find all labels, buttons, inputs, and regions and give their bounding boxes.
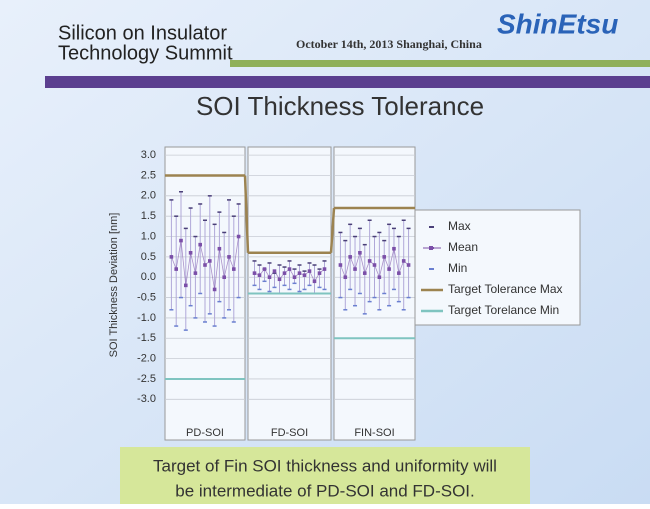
mean-mark — [302, 273, 307, 277]
mean-mark — [382, 255, 387, 259]
mean-mark — [174, 267, 178, 271]
y-tick-label: -2.0 — [137, 353, 156, 365]
mean-mark — [287, 267, 292, 271]
mean-mark — [387, 267, 391, 271]
mean-mark — [377, 275, 382, 280]
mean-mark — [372, 263, 377, 267]
mean-mark — [401, 259, 406, 263]
footer-line1: Target of Fin SOI thickness and uniformi… — [153, 456, 497, 475]
y-tick-label: 0.0 — [141, 271, 156, 283]
mean-mark — [198, 242, 202, 247]
mean-mark — [392, 246, 396, 251]
mean-mark — [227, 255, 231, 259]
panel-label: PD-SOI — [186, 427, 224, 439]
y-tick-label: 0.5 — [141, 251, 156, 263]
mean-mark — [272, 269, 277, 273]
footer-line2: be intermediate of PD-SOI and FD-SOI. — [175, 481, 475, 500]
header-date: October 14th, 2013 Shanghai, China — [296, 37, 482, 51]
mean-mark — [203, 263, 207, 267]
mean-mark — [188, 251, 193, 255]
y-tick-label: 1.5 — [141, 210, 156, 222]
mean-mark — [353, 267, 357, 271]
y-tick-label: -3.0 — [137, 393, 156, 405]
y-axis-label: SOI Thickness Deviation [nm] — [108, 213, 120, 358]
y-tick-label: 2.0 — [141, 190, 156, 202]
header-purple-bar — [45, 76, 650, 88]
panel-label: FIN-SOI — [354, 427, 394, 439]
y-tick-label: 1.0 — [141, 230, 156, 242]
mean-mark — [292, 275, 297, 280]
mean-mark — [252, 271, 257, 275]
mean-mark — [322, 267, 327, 271]
mean-mark — [312, 279, 317, 284]
mean-mark — [262, 267, 267, 271]
mean-mark — [184, 283, 188, 288]
target-max-join — [243, 175, 250, 253]
legend-label: Max — [448, 219, 471, 233]
legend-label: Min — [448, 261, 467, 275]
mean-mark — [367, 259, 372, 263]
mean-mark — [222, 275, 226, 280]
mean-mark — [267, 275, 272, 280]
legend-label: Target Torelance Min — [448, 303, 559, 317]
mean-mark — [338, 263, 343, 267]
mean-mark — [317, 271, 322, 275]
y-tick-label: -1.0 — [137, 312, 156, 324]
mean-mark — [169, 255, 174, 259]
mean-mark — [193, 271, 198, 275]
header-line1: Silicon on Insulator — [58, 22, 227, 44]
plot: 3.0 2.5 2.0 1.5 1.0 0.5 0.0 -0.5 -1.0 -1.5 -2.0 -2.… — [137, 146, 581, 441]
y-tick-label: -0.5 — [137, 291, 156, 303]
y-tick-label: 3.0 — [141, 149, 156, 161]
header-line2: Technology Summit — [58, 42, 233, 64]
chart-title: SOI Thickness Tolerance — [196, 91, 484, 121]
y-tick-label: -2.5 — [137, 373, 156, 385]
mean-mark — [397, 271, 401, 275]
mean-mark — [208, 259, 212, 263]
mean-mark — [362, 271, 367, 275]
header-green-bar — [230, 60, 650, 67]
legend-label: Target Tolerance Max — [448, 282, 563, 296]
mean-mark — [348, 255, 352, 259]
y-tick-label: -1.5 — [137, 332, 156, 344]
mean-mark — [257, 273, 262, 277]
logo: ShinEtsu — [497, 8, 618, 39]
mean-mark — [307, 269, 312, 273]
mean-mark — [282, 271, 287, 275]
legend-symbol — [429, 246, 433, 250]
mean-mark — [236, 234, 241, 239]
mean-mark — [406, 263, 411, 267]
footer-box — [120, 447, 530, 504]
mean-mark — [212, 287, 217, 292]
legend-label: Mean — [448, 240, 478, 254]
mean-mark — [277, 277, 282, 282]
legend-box — [414, 209, 581, 326]
mean-mark — [232, 267, 236, 271]
y-tick-label: 2.5 — [141, 169, 156, 181]
mean-mark — [217, 246, 222, 251]
panel-label: FD-SOI — [271, 427, 308, 439]
mean-mark — [297, 271, 302, 275]
mean-mark — [343, 275, 348, 280]
mean-mark — [179, 238, 183, 243]
target-max-join — [329, 207, 336, 253]
mean-mark — [358, 251, 362, 255]
